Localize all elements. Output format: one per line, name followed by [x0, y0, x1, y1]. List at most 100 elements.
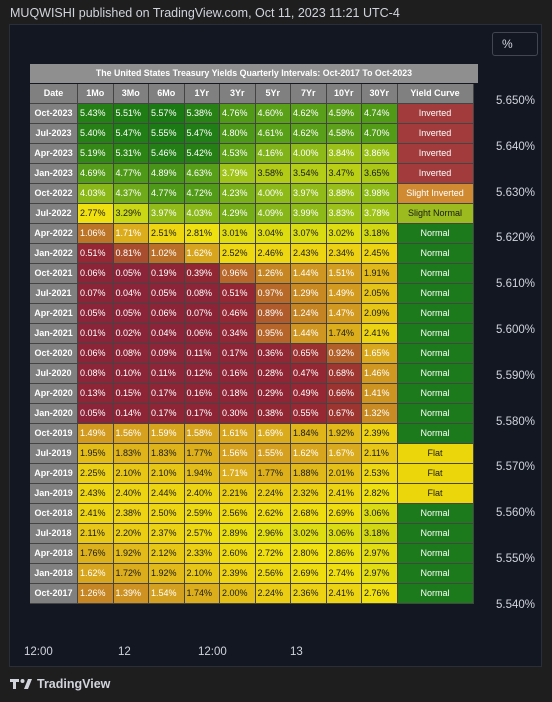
yield-value-cell: 2.62% — [255, 504, 291, 524]
column-header: Date — [30, 84, 78, 104]
price-axis-label: 5.620% — [496, 232, 536, 245]
publisher-header: MUQWISHI published on TradingView.com, O… — [10, 6, 400, 20]
yield-value-cell: 0.17% — [220, 344, 256, 364]
yield-value-cell: 3.06% — [362, 504, 398, 524]
column-header: 3Yr — [220, 84, 256, 104]
table-row: Oct-2018 2.41% 2.38% 2.50% 2.59% 2.56% 2.62% 2.… — [30, 504, 478, 524]
yield-value-cell: 2.41% — [326, 584, 362, 604]
price-axis-label: 5.540% — [496, 598, 536, 611]
yield-value-cell: 2.50% — [149, 504, 185, 524]
yield-value-cell: 0.29% — [255, 384, 291, 404]
yield-value-cell: 2.10% — [149, 464, 185, 484]
yield-value-cell: 3.18% — [362, 224, 398, 244]
yield-value-cell: 4.63% — [184, 164, 220, 184]
yield-value-cell: 4.29% — [220, 204, 256, 224]
yield-value-cell: 0.30% — [220, 404, 256, 424]
yield-value-cell: 5.46% — [149, 144, 185, 164]
yield-value-cell: 2.76% — [362, 584, 398, 604]
yield-value-cell: 0.08% — [113, 344, 149, 364]
date-cell: Oct-2017 — [30, 584, 78, 604]
date-cell: Apr-2023 — [30, 144, 78, 164]
yield-curve-cell: Inverted — [397, 124, 474, 144]
yield-value-cell: 1.62% — [78, 564, 114, 584]
table-row: Jan-2020 0.05% 0.14% 0.17% 0.17% 0.30% 0.38% 0.… — [30, 404, 478, 424]
date-cell: Jan-2022 — [30, 244, 78, 264]
yield-value-cell: 3.01% — [220, 224, 256, 244]
yield-curve-cell: Normal — [397, 344, 474, 364]
yield-value-cell: 5.42% — [184, 144, 220, 164]
yield-value-cell: 1.83% — [113, 444, 149, 464]
date-cell: Jan-2018 — [30, 564, 78, 584]
yield-value-cell: 0.67% — [326, 404, 362, 424]
table-row: Oct-2023 5.43% 5.51% 5.57% 5.38% 4.76% 4.60% 4.… — [30, 104, 478, 124]
yield-curve-cell: Normal — [397, 244, 474, 264]
price-axis-label: 5.560% — [496, 507, 536, 520]
yield-value-cell: 0.16% — [220, 364, 256, 384]
table-row: Jan-2019 2.43% 2.40% 2.44% 2.40% 2.21% 2.24% 2.… — [30, 484, 478, 504]
yield-value-cell: 1.44% — [291, 264, 327, 284]
scale-percent-button[interactable]: % — [492, 32, 538, 56]
yield-value-cell: 0.89% — [255, 304, 291, 324]
yield-value-cell: 0.18% — [220, 384, 256, 404]
yield-value-cell: 1.29% — [291, 284, 327, 304]
date-cell: Apr-2018 — [30, 544, 78, 564]
yield-value-cell: 2.12% — [149, 544, 185, 564]
date-cell: Jul-2021 — [30, 284, 78, 304]
date-cell: Jul-2023 — [30, 124, 78, 144]
yield-value-cell: 1.77% — [184, 444, 220, 464]
table-row: Jul-2022 2.77% 3.29% 3.97% 4.03% 4.29% 4.09% 3.… — [30, 204, 478, 224]
yield-value-cell: 2.37% — [149, 524, 185, 544]
yield-value-cell: 2.68% — [291, 504, 327, 524]
yield-value-cell: 3.29% — [113, 204, 149, 224]
yield-value-cell: 5.51% — [113, 104, 149, 124]
yield-value-cell: 5.38% — [184, 104, 220, 124]
column-header: Yield Curve — [397, 84, 474, 104]
yield-value-cell: 1.26% — [255, 264, 291, 284]
yield-value-cell: 3.65% — [362, 164, 398, 184]
yield-value-cell: 3.02% — [326, 224, 362, 244]
yield-curve-cell: Flat — [397, 464, 474, 484]
yield-value-cell: 2.89% — [220, 524, 256, 544]
yield-value-cell: 1.83% — [149, 444, 185, 464]
yield-value-cell: 3.99% — [291, 204, 327, 224]
yield-value-cell: 2.41% — [78, 504, 114, 524]
yield-value-cell: 0.05% — [113, 264, 149, 284]
yield-value-cell: 0.97% — [255, 284, 291, 304]
yield-value-cell: 3.07% — [291, 224, 327, 244]
yield-value-cell: 0.38% — [255, 404, 291, 424]
table-row: Jul-2023 5.40% 5.47% 5.55% 5.47% 4.80% 4.61% 4.… — [30, 124, 478, 144]
yield-value-cell: 1.32% — [362, 404, 398, 424]
yield-value-cell: 1.72% — [113, 564, 149, 584]
yield-value-cell: 4.77% — [149, 184, 185, 204]
tradingview-logo[interactable]: TradingView — [10, 677, 110, 691]
yield-value-cell: 2.32% — [291, 484, 327, 504]
yield-curve-cell: Flat — [397, 444, 474, 464]
column-header: 30Yr — [362, 84, 398, 104]
yield-value-cell: 4.09% — [255, 204, 291, 224]
date-cell: Jan-2020 — [30, 404, 78, 424]
yield-value-cell: 0.11% — [149, 364, 185, 384]
yield-value-cell: 2.39% — [220, 564, 256, 584]
yield-value-cell: 2.56% — [255, 564, 291, 584]
yield-value-cell: 1.61% — [220, 424, 256, 444]
time-axis-label: 12:00 — [24, 646, 53, 658]
yield-value-cell: 5.57% — [149, 104, 185, 124]
yield-value-cell: 2.41% — [362, 324, 398, 344]
yield-value-cell: 2.52% — [220, 244, 256, 264]
yield-value-cell: 0.39% — [184, 264, 220, 284]
yield-value-cell: 2.40% — [113, 484, 149, 504]
yield-value-cell: 4.76% — [220, 104, 256, 124]
table-row: Oct-2017 1.26% 1.39% 1.54% 1.74% 2.00% 2.24% 2.… — [30, 584, 478, 604]
price-axis-label: 5.650% — [496, 95, 536, 107]
yield-value-cell: 1.26% — [78, 584, 114, 604]
yield-value-cell: 1.51% — [326, 264, 362, 284]
yield-value-cell: 1.95% — [78, 444, 114, 464]
yield-curve-cell: Normal — [397, 304, 474, 324]
table-row: Apr-2021 0.05% 0.05% 0.06% 0.07% 0.46% 0.89% 1.… — [30, 304, 478, 324]
yield-value-cell: 0.17% — [149, 384, 185, 404]
yield-value-cell: 0.12% — [184, 364, 220, 384]
yield-value-cell: 0.51% — [220, 284, 256, 304]
yield-value-cell: 3.88% — [326, 184, 362, 204]
column-header: 7Yr — [291, 84, 327, 104]
yield-value-cell: 1.46% — [362, 364, 398, 384]
